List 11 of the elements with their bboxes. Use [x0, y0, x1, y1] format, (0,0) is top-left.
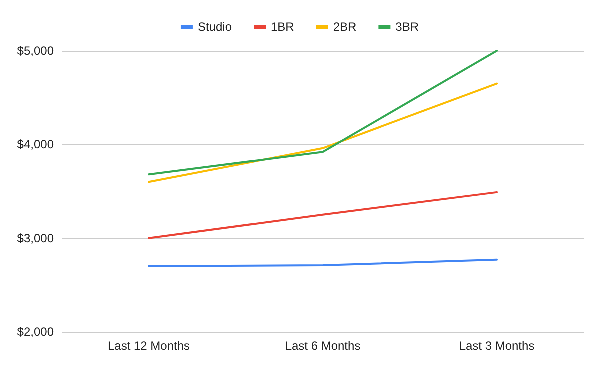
legend-label: Studio [198, 20, 232, 34]
x-tick-label: Last 3 Months [459, 339, 535, 353]
y-tick-label: $3,000 [17, 231, 54, 246]
x-tick-label: Last 12 Months [108, 339, 190, 353]
y-tick-label: $4,000 [17, 138, 54, 152]
x-tick-label: Last 6 Months [285, 339, 361, 353]
legend-label: 2BR [333, 20, 358, 34]
legend-label: 1BR [270, 20, 295, 34]
y-tick-label: $2,000 [17, 325, 54, 339]
y-tick-label: $5,000 [17, 44, 54, 58]
legend-label: 3BR [396, 20, 420, 34]
